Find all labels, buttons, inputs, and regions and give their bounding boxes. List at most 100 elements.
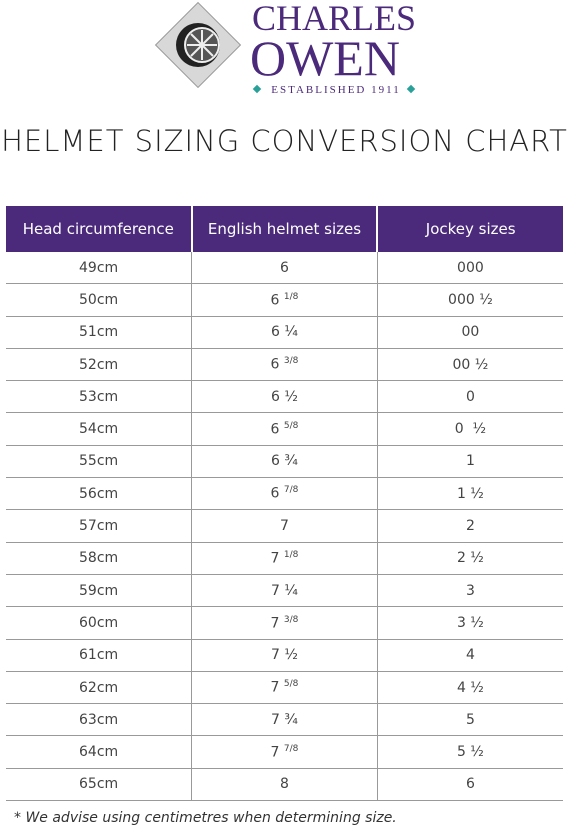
english-cell: 7 7/8 [191,735,378,769]
jockey-cell: 000 [376,252,563,285]
title: HELMET SIZING CONVERSION CHART [1,124,568,158]
jockey-cell: 5 ½ [376,735,563,769]
jockey-cell: 4 [376,639,563,672]
english-size: 7 [270,679,280,696]
english-cell: 7 [191,509,378,543]
table-row: 61cm 7 ½ 4 [6,639,563,672]
jockey-cell: 000 ½ [376,283,563,317]
jockey-cell: 1 ½ [376,477,563,511]
logo-spokes [187,30,217,60]
table-row: 59cm 7 ¼ 3 [6,574,563,608]
jockey-cell: 0 [376,380,563,414]
jockey-cell: 2 ½ [376,542,563,575]
table-row: 54cm 6 5/8 0 ½ [6,412,563,446]
ornament [406,84,416,94]
english-cell: 6 1/8 [191,283,378,317]
table-row: 56cm 6 7/8 1 ½ [6,477,563,511]
table-row: 58cm 7 1/8 2 ½ [6,542,563,575]
cm-cell: 64cm [6,735,192,769]
cm-cell: 65cm [6,768,192,802]
english-size: 7 [270,550,280,567]
table-row: 62cm 7 5/8 4 ½ [6,671,563,705]
english-cell: 6 7/8 [191,477,378,511]
cm-cell: 51cm [6,316,192,349]
english-fraction: 1/8 [283,549,299,560]
jockey-cell: 1 [376,445,563,479]
cm-cell: 54cm [6,412,192,446]
english-cell: 7 3/8 [191,606,378,640]
jockey-cell: 2 [376,509,563,543]
english-size: 7 [270,615,280,632]
jockey-cell: 4 ½ [376,671,563,705]
english-size: 6 [280,259,289,276]
english-fraction: 7/8 [283,485,299,496]
cm-cell: 62cm [6,671,192,705]
table-row: 64cm 7 7/8 5 ½ [6,735,563,769]
english-cell: 7 ¾ [191,703,378,737]
cm-cell: 52cm [6,348,192,382]
table-row: 65cm 8 6 [6,768,563,802]
cm-cell: 55cm [6,445,192,479]
cm-cell: 58cm [6,542,192,575]
english-cell: 7 ½ [191,639,378,672]
english-size: 7 ½ [271,647,298,664]
english-size: 7 [270,744,280,761]
table-row: 52cm 6 3/8 00 ½ [6,348,563,382]
english-size: 7 ¾ [271,711,298,728]
header-row: Head circumference English helmet sizes Jo… [6,206,563,252]
table-row: 60cm 7 3/8 3 ½ [6,606,563,640]
english-size: 6 [270,292,280,309]
table-row: 49cm 6 000 [6,252,563,285]
size-table: Head circumference English helmet sizes Jo… [6,206,563,802]
english-fraction: 5/8 [283,679,299,690]
cm-cell: 56cm [6,477,192,511]
cm-cell: 57cm [6,509,192,543]
column-header: Jockey sizes [376,206,563,252]
table-row: 63cm 7 ¾ 5 [6,703,563,737]
brand-line1: CHARLES [252,0,416,38]
english-size: 6 [270,421,280,438]
english-fraction: 1/8 [283,291,299,302]
cm-cell: 59cm [6,574,192,608]
jockey-cell: 00 ½ [376,348,563,382]
cm-cell: 49cm [6,252,192,285]
table-row: 51cm 6 ¼ 00 [6,316,563,349]
english-size: 6 [270,356,280,373]
footnote: * We advise using centimetres when deter… [14,810,397,826]
table-body: 49cm 6 000 50cm 6 1/8 000 ½ 51cm 6 ¼ 00 52cm 6 3/8… [6,252,563,802]
english-size: 6 [270,486,280,503]
english-cell: 7 1/8 [191,542,378,575]
english-fraction: 3/8 [283,614,299,625]
cm-cell: 50cm [6,283,192,317]
english-cell: 6 3/8 [191,348,378,382]
english-cell: 6 [191,252,378,285]
english-cell: 8 [191,768,378,802]
jockey-cell: 5 [376,703,563,737]
cm-cell: 60cm [6,606,192,640]
english-cell: 7 ¼ [191,574,378,608]
table-row: 50cm 6 1/8 000 ½ [6,283,563,317]
table-row: 53cm 6 ½ 0 [6,380,563,414]
english-size: 6 ¼ [271,324,298,341]
ornament [252,84,262,94]
established: ESTABLISHED 1911 [271,84,400,96]
english-size: 6 ¾ [271,453,298,470]
column-header: Head circumference [6,206,192,252]
jockey-cell: 0 ½ [376,412,563,446]
english-cell: 6 ¼ [191,316,378,349]
jockey-cell: 3 ½ [376,606,563,640]
english-cell: 6 5/8 [191,412,378,446]
cm-cell: 53cm [6,380,192,414]
english-fraction: 3/8 [283,356,299,367]
table-row: 55cm 6 ¾ 1 [6,445,563,479]
table-row: 57cm 7 2 [6,509,563,543]
english-size: 6 ½ [271,388,298,405]
jockey-cell: 6 [376,768,563,802]
jockey-cell: 00 [376,316,563,349]
english-cell: 6 ¾ [191,445,378,479]
logo: CHARLES OWEN ESTABLISHED 1911 [154,0,416,96]
brand-line2: OWEN [250,30,400,86]
english-size: 7 ¼ [271,582,298,599]
english-cell: 7 5/8 [191,671,378,705]
